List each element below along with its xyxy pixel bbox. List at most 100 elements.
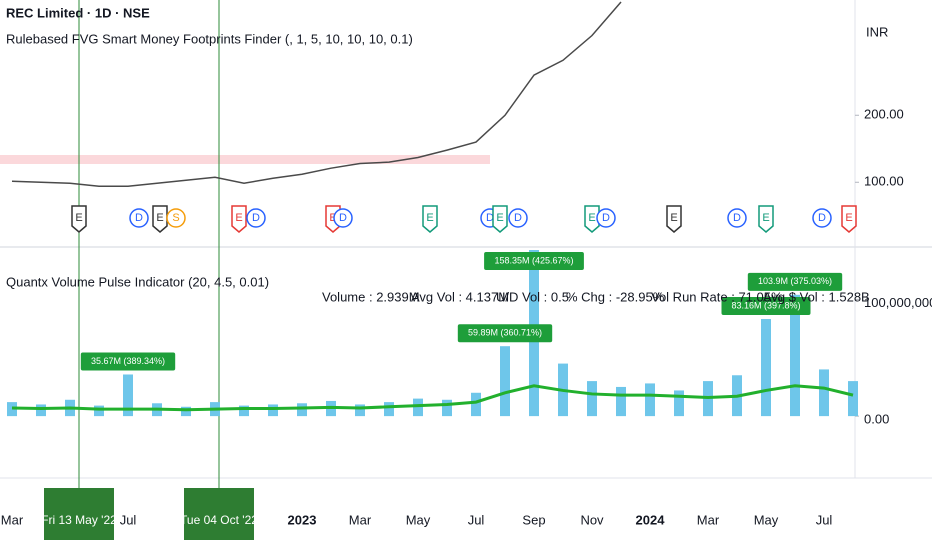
date-marker-box (184, 488, 254, 540)
value-label-box (484, 252, 584, 270)
event-badge (422, 205, 438, 233)
y-tick-label: 200.00 (864, 107, 904, 122)
x-tick-label: Mar (1, 512, 24, 527)
event-label: E (329, 212, 336, 224)
symbol-title: REC Limited · 1D · NSE (6, 5, 150, 20)
event-label: S (172, 212, 179, 224)
volume-stat: Volume : 2.939M (322, 289, 420, 304)
event-badge (166, 208, 186, 228)
event-label: E (235, 212, 242, 224)
event-label: E (426, 212, 433, 224)
volume-bar (616, 386, 626, 417)
average-volume-line (11, 384, 854, 412)
indicator-title: Rulebased FVG Smart Money Footprints Fin… (6, 31, 413, 46)
event-label: D (252, 212, 260, 224)
y-tick-label: 100.00 (864, 174, 904, 189)
x-tick-label: May (754, 512, 779, 527)
value-label: 158.35M (425.67%) (494, 255, 573, 265)
event-badge (666, 205, 682, 233)
x-tick-label: 2023 (288, 512, 317, 527)
volume-bar (268, 404, 278, 417)
volume-stat: % Chg : -28.95% (566, 289, 665, 304)
volume-bar (674, 390, 684, 417)
event-label: E (762, 212, 769, 224)
volume-bar (442, 399, 452, 417)
event-badge (231, 205, 247, 233)
y-tick-label: 0.00 (864, 412, 889, 427)
volume-bar (645, 383, 655, 417)
volume-bar (239, 405, 249, 417)
date-marker-label: Tue 04 Oct '22 (180, 513, 258, 527)
volume-bar (471, 392, 481, 417)
volume-bar (500, 346, 510, 417)
event-badge (727, 208, 747, 228)
value-label: 35.67M (389.34%) (91, 356, 165, 366)
volume-bar (355, 404, 365, 417)
event-label: D (514, 212, 522, 224)
x-tick-label: Mar (697, 512, 720, 527)
value-label: 83.16M (397.8%) (731, 300, 800, 310)
event-label: E (156, 212, 163, 224)
volume-bar (181, 406, 191, 417)
volume-stat: Vol Run Rate : 71.05% (651, 289, 783, 304)
event-badge (841, 205, 857, 233)
volume-bar (587, 381, 597, 417)
event-badge (758, 205, 774, 233)
event-badge (812, 208, 832, 228)
event-label: D (135, 212, 143, 224)
volume-stat: U/D Vol : 0.5 (496, 289, 569, 304)
x-tick-label: Nov (580, 512, 604, 527)
volume-bar (36, 404, 46, 417)
value-label-box (457, 324, 553, 343)
date-marker-label: Fri 13 May '22 (41, 513, 117, 527)
event-badge (129, 208, 149, 228)
event-label: D (339, 212, 347, 224)
x-tick-label: 2024 (636, 512, 666, 527)
volume-bar (94, 405, 104, 417)
volume-indicator-title: Quantx Volume Pulse Indicator (20, 4.5, … (6, 274, 269, 289)
x-tick-label: Sep (522, 512, 545, 527)
currency: INR (866, 24, 888, 39)
volume-bar (123, 374, 133, 417)
event-label: E (845, 212, 852, 224)
event-badge (246, 208, 266, 228)
value-label-box (721, 297, 811, 316)
event-badge (333, 208, 353, 228)
event-label: D (486, 212, 494, 224)
value-label-box (747, 272, 843, 291)
event-label: D (602, 212, 610, 224)
event-badge (596, 208, 616, 228)
event-label: E (496, 212, 503, 224)
x-tick-label: Jul (468, 512, 485, 527)
volume-bar (819, 369, 829, 417)
volume-bar (297, 403, 307, 417)
event-badge (508, 208, 528, 228)
event-label: E (588, 212, 595, 224)
date-marker-box (44, 488, 114, 540)
volume-stat: Avg Vol : 4.137M (411, 289, 509, 304)
value-label: 59.89M (360.71%) (468, 328, 542, 338)
fvg-zone (0, 155, 490, 164)
volume-bar (848, 381, 858, 417)
value-label-box (80, 352, 176, 371)
event-label: D (733, 212, 741, 224)
event-badge (71, 205, 87, 233)
volume-bar (761, 319, 771, 417)
volume-bar (790, 294, 800, 417)
volume-bar (413, 398, 423, 417)
volume-stat: Avg $ Vol : 1.528B (763, 289, 870, 304)
x-tick-label: Jul (120, 512, 137, 527)
event-label: E (75, 212, 82, 224)
x-tick-label: Jul (816, 512, 833, 527)
x-tick-label: May (406, 512, 431, 527)
event-label: E (670, 212, 677, 224)
event-label: D (818, 212, 826, 224)
event-badge (152, 205, 168, 233)
price-line (11, 1, 622, 188)
event-badge (492, 205, 508, 233)
volume-bar (384, 402, 394, 417)
event-badge (584, 205, 600, 233)
y-tick-label: 100,000,000.00 (864, 295, 932, 310)
value-label: 103.9M (375.03%) (758, 276, 832, 286)
